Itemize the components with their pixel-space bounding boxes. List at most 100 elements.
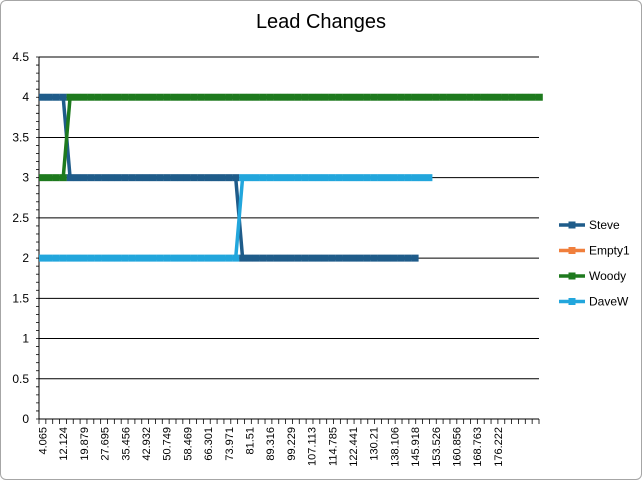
y-tick-label: 4 [22, 90, 29, 104]
data-point-steve [377, 254, 385, 262]
data-point-davew [163, 254, 171, 262]
data-point-steve [183, 174, 191, 182]
x-tick-label: 12.124 [58, 427, 70, 461]
data-point-steve [204, 174, 212, 182]
data-point-woody [218, 93, 226, 101]
data-point-woody [177, 93, 184, 101]
x-tick-label: 145.918 [410, 427, 422, 467]
data-point-davew [197, 254, 205, 262]
data-point-steve [114, 174, 122, 182]
data-point-steve [411, 254, 419, 262]
data-point-steve [197, 174, 205, 182]
x-tick-label: 73.971 [224, 427, 236, 461]
data-point-davew [142, 254, 150, 262]
data-point-woody [294, 93, 302, 101]
data-point-davew [59, 254, 67, 262]
data-point-woody [508, 93, 516, 101]
data-point-steve [142, 174, 150, 182]
data-point-davew [273, 174, 281, 182]
data-point-davew [301, 174, 309, 182]
data-point-woody [370, 93, 378, 101]
data-point-steve [45, 93, 53, 101]
data-point-steve [294, 254, 302, 262]
data-point-woody [363, 93, 371, 101]
data-point-woody [66, 93, 74, 101]
data-point-steve [156, 174, 164, 182]
data-point-woody [252, 93, 260, 101]
data-point-davew [190, 254, 198, 262]
x-tick-label: 160.856 [452, 427, 464, 467]
x-tick-label: 42.932 [141, 427, 153, 461]
data-point-davew [246, 174, 253, 182]
data-point-woody [232, 93, 240, 101]
data-point-davew [259, 174, 267, 182]
y-tick-label: 2 [22, 251, 29, 265]
data-point-woody [535, 93, 543, 101]
data-point-davew [425, 174, 433, 182]
data-point-woody [425, 93, 433, 101]
data-point-davew [170, 254, 178, 262]
data-point-steve [190, 174, 198, 182]
y-tick-label: 0.5 [12, 372, 29, 386]
data-point-woody [39, 174, 46, 182]
data-point-davew [294, 174, 302, 182]
data-point-davew [66, 254, 74, 262]
data-point-davew [349, 174, 357, 182]
data-point-woody [108, 93, 115, 101]
data-point-davew [183, 254, 191, 262]
data-point-davew [114, 254, 122, 262]
data-point-steve [80, 174, 88, 182]
data-point-davew [45, 254, 53, 262]
data-point-steve [94, 174, 102, 182]
data-point-woody [273, 93, 281, 101]
data-point-davew [411, 174, 419, 182]
data-point-davew [287, 174, 295, 182]
data-point-davew [239, 174, 247, 182]
data-point-steve [397, 254, 405, 262]
x-tick-label: 27.695 [100, 427, 112, 461]
data-point-steve [342, 254, 350, 262]
data-point-woody [315, 93, 322, 101]
data-point-steve [163, 174, 171, 182]
data-point-davew [397, 174, 405, 182]
data-point-davew [204, 254, 212, 262]
data-point-steve [128, 174, 136, 182]
data-point-woody [59, 174, 67, 182]
data-point-woody [377, 93, 385, 101]
data-point-steve [259, 254, 267, 262]
legend-marker-davew [568, 298, 576, 305]
data-point-woody [197, 93, 205, 101]
data-point-woody [259, 93, 267, 101]
data-point-steve [356, 254, 364, 262]
data-point-davew [321, 174, 329, 182]
data-point-davew [121, 254, 129, 262]
data-point-davew [342, 174, 350, 182]
legend-label-steve: Steve [589, 218, 620, 232]
data-point-davew [94, 254, 102, 262]
data-point-davew [390, 174, 398, 182]
data-point-woody [466, 93, 474, 101]
data-point-woody [142, 93, 150, 101]
data-point-steve [266, 254, 274, 262]
data-point-davew [135, 254, 143, 262]
data-point-woody [149, 93, 157, 101]
data-point-woody [522, 93, 529, 101]
y-tick-label: 2.5 [12, 211, 29, 225]
data-point-woody [515, 93, 523, 101]
x-tick-label: 19.879 [79, 427, 91, 461]
data-point-davew [266, 174, 274, 182]
data-point-davew [252, 174, 260, 182]
data-point-woody [432, 93, 440, 101]
data-point-steve [52, 93, 60, 101]
legend-label-empty1: Empty1 [589, 244, 630, 258]
data-point-steve [225, 174, 233, 182]
x-tick-label: 89.316 [265, 427, 277, 461]
x-tick-label: 4.065 [38, 427, 50, 455]
data-point-davew [377, 174, 385, 182]
data-point-steve [218, 174, 226, 182]
data-point-woody [211, 93, 219, 101]
data-point-davew [418, 174, 426, 182]
data-point-steve [280, 254, 288, 262]
data-point-davew [149, 254, 157, 262]
data-point-davew [363, 174, 371, 182]
